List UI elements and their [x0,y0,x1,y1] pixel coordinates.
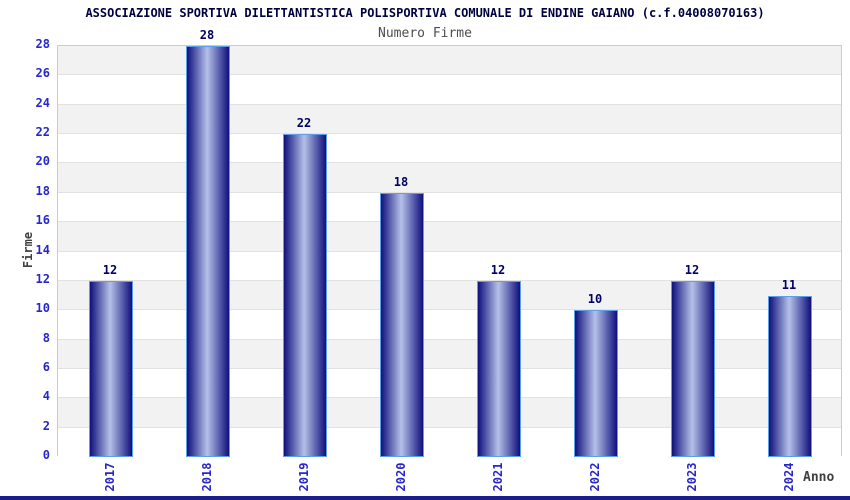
grid-band [58,428,841,457]
grid-band [58,193,841,222]
x-tick-label: 2018 [200,462,214,492]
x-tick-label: 2022 [588,462,602,492]
y-tick-label: 8 [42,331,50,345]
bar-2018 [186,46,230,457]
bar-2023 [671,281,715,457]
bar-value-label: 12 [102,263,118,277]
grid-band [58,252,841,281]
bar-value-label: 22 [296,116,312,130]
bar-2024 [768,296,812,457]
grid-band [58,340,841,369]
y-tick-label: 10 [35,301,50,315]
chart-title: ASSOCIAZIONE SPORTIVA DILETTANTISTICA PO… [85,6,765,20]
bar-value-label: 10 [587,292,603,306]
plot-area [57,45,842,457]
bar-2017 [89,281,133,457]
x-tick-label: 2021 [491,462,505,492]
y-tick-label: 2 [42,419,50,433]
bar-value-label: 28 [199,28,215,42]
x-tick-label: 2024 [782,462,796,492]
x-tick-label: 2017 [103,462,117,492]
bar-2019 [283,134,327,457]
grid-band [58,310,841,340]
chart-subtitle: Numero Firme [378,26,472,41]
y-tick-label: 0 [42,448,50,462]
y-tick-label: 4 [42,389,50,403]
bar-value-label: 11 [781,278,797,292]
grid-band [58,222,841,252]
x-tick-label: 2019 [297,462,311,492]
grid-band [58,105,841,134]
y-tick-label: 28 [35,37,50,51]
grid-band [58,46,841,75]
y-tick-label: 24 [35,96,50,110]
grid-band [58,134,841,163]
y-tick-label: 22 [35,125,50,139]
bar-2022 [574,310,618,457]
y-tick-label: 20 [35,154,50,168]
grid-band [58,163,841,193]
y-tick-label: 16 [35,213,50,227]
x-tick-label: 2020 [394,462,408,492]
y-tick-label: 18 [35,184,50,198]
bar-value-label: 18 [393,175,409,189]
grid-band [58,75,841,105]
footer-strip [0,496,850,500]
grid-band [58,398,841,428]
y-tick-label: 26 [35,66,50,80]
bar-2020 [380,193,424,457]
grid-band [58,369,841,398]
y-tick-label: 12 [35,272,50,286]
bar-value-label: 12 [684,263,700,277]
y-tick-label: 14 [35,243,50,257]
grid-band [58,281,841,310]
x-tick-label: 2023 [685,462,699,492]
bar-value-label: 12 [490,263,506,277]
y-tick-label: 6 [42,360,50,374]
bar-2021 [477,281,521,457]
x-axis-label: Anno [803,470,835,485]
